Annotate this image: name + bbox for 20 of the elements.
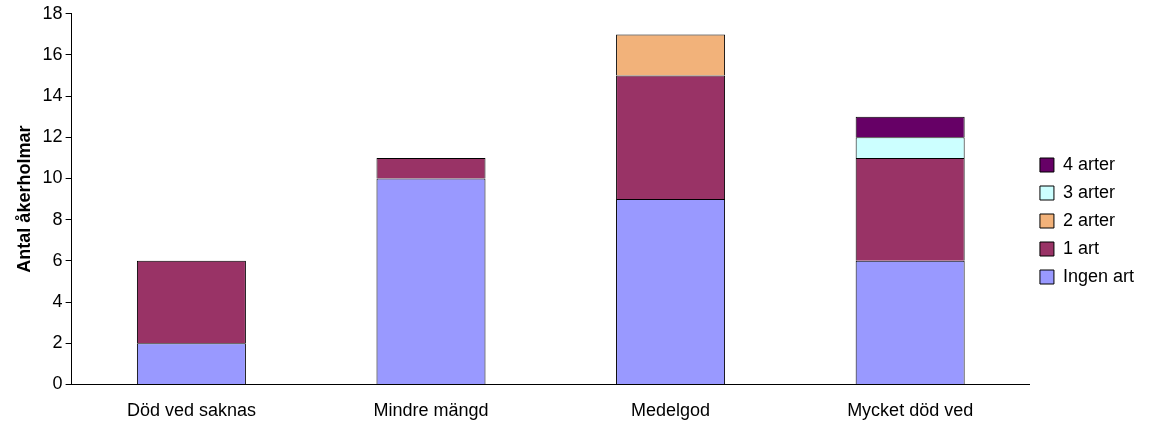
y-tick-label: 0	[52, 373, 63, 394]
legend-label: 2 arter	[1062, 209, 1115, 230]
x-tick-label: Mindre mängd	[373, 400, 489, 421]
legend-label: 4 arter	[1062, 153, 1115, 174]
x-tick-label: Mycket död ved	[847, 400, 974, 421]
y-tick-label: 10	[42, 167, 63, 188]
y-tick-label: 2	[52, 332, 63, 353]
y-tick-label: 6	[52, 249, 63, 270]
x-tick-label: Medelgod	[631, 400, 711, 421]
y-axis-title: Antal åkerholmar	[13, 125, 34, 273]
y-tick-label: 12	[42, 126, 63, 147]
legend-label: 1 art	[1062, 237, 1099, 258]
y-tick-label: 8	[52, 208, 63, 229]
y-tick-label: 4	[52, 291, 63, 312]
x-tick-label: Död ved saknas	[126, 400, 256, 421]
y-tick-label: 18	[42, 2, 63, 23]
legend-label: 3 arter	[1062, 181, 1115, 202]
y-tick-label: 14	[42, 85, 63, 106]
legend-label: Ingen art	[1062, 265, 1135, 286]
y-tick-label: 16	[42, 43, 63, 64]
